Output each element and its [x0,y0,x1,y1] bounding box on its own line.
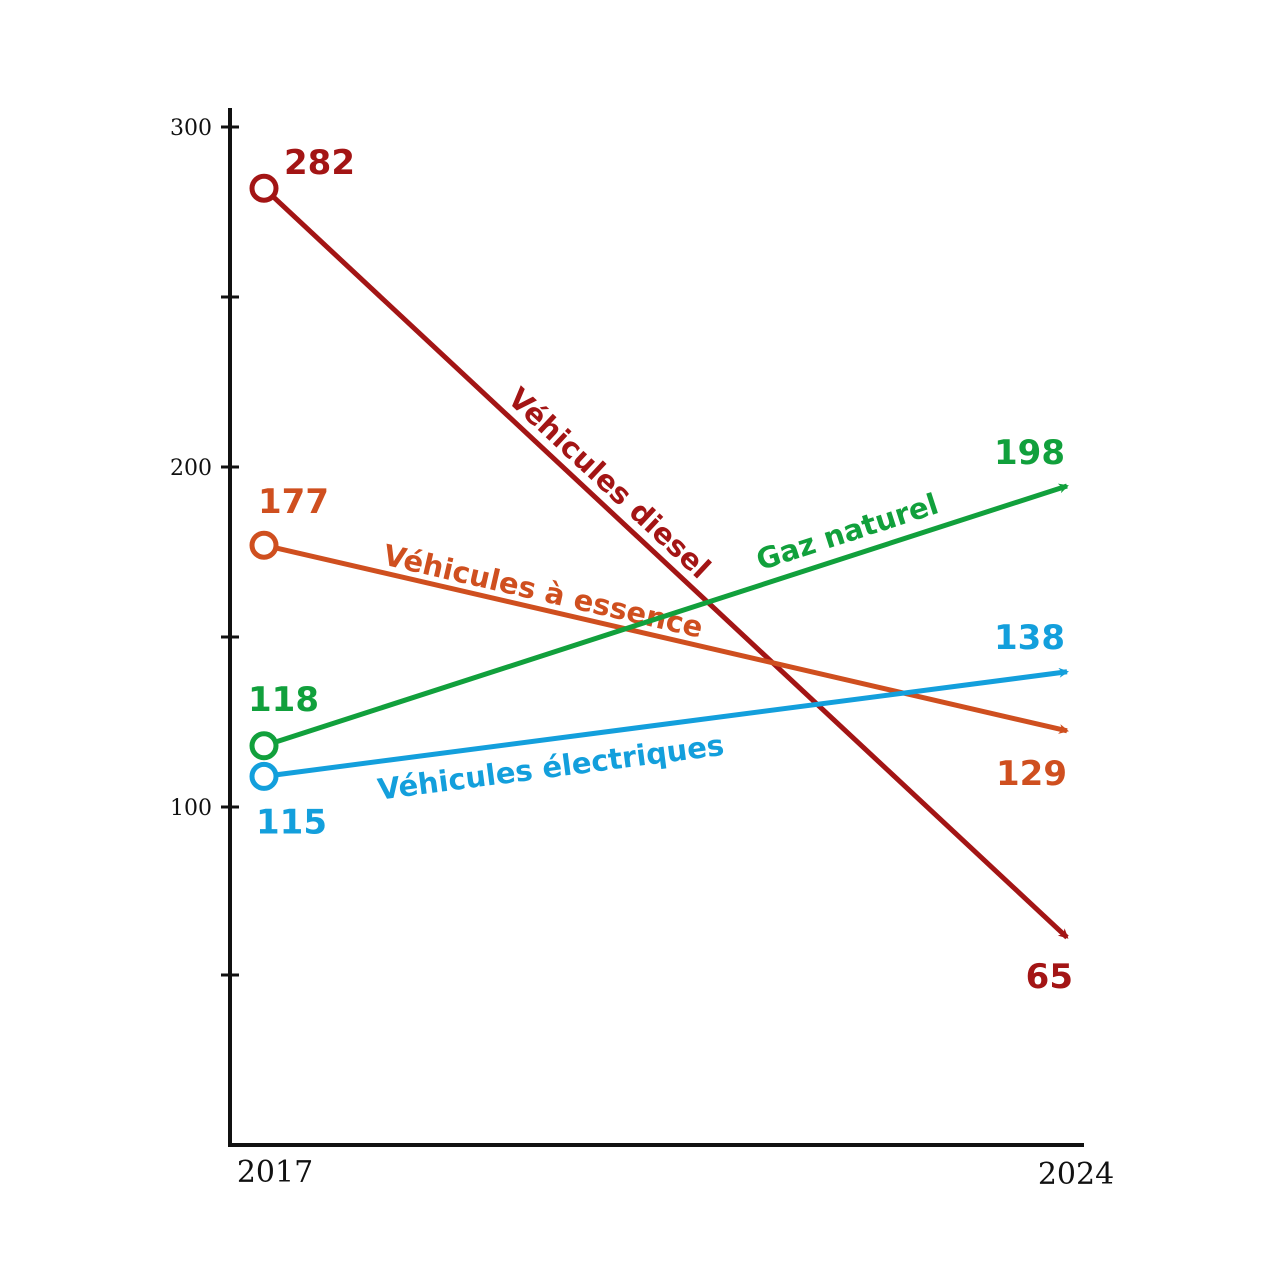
series-1-line [270,544,1069,734]
series-2-name-label: Gaz naturel [752,487,942,578]
series-2-end-value-label: 198 [994,433,1065,473]
series-0-start-point [249,173,279,203]
series-3-end-value-label: 138 [994,618,1065,658]
series-0-line [269,192,1069,940]
x-tick-label-2017: 2017 [237,1155,313,1190]
x-tick-label-2024: 2024 [1038,1157,1114,1192]
y-tick-label-300: 300 [170,116,212,141]
series-0-end-value-label: 65 [1026,957,1073,997]
series-1-start-value-label: 177 [258,482,329,522]
series-3-start-point [249,761,279,791]
series-1-start-point [249,530,279,560]
y-tick-label-100: 100 [170,796,212,821]
series-2-line [270,483,1069,746]
y-tick-label-200: 200 [170,456,212,481]
series-3-line [270,667,1069,778]
series-0-name-label: Véhicules diesel [502,381,718,585]
series-2-start-point [249,731,279,761]
series-0-start-value-label: 282 [284,143,355,183]
series-1-end-value-label: 129 [996,754,1067,794]
series-2-start-value-label: 118 [248,680,319,720]
series-3-start-value-label: 115 [256,802,327,842]
